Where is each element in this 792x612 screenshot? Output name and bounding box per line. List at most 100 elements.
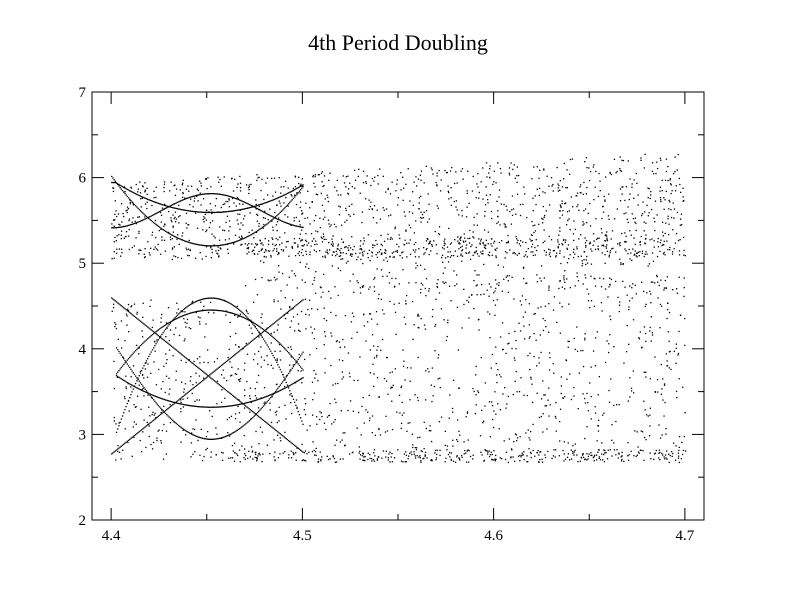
data-point — [489, 454, 491, 456]
data-point — [259, 228, 261, 230]
data-point — [582, 349, 584, 352]
data-point — [277, 391, 279, 393]
data-point — [237, 351, 240, 353]
data-point — [274, 350, 276, 352]
data-point — [649, 197, 651, 200]
data-point — [213, 309, 216, 311]
data-point — [332, 384, 334, 386]
data-point — [293, 453, 295, 456]
data-point — [314, 243, 316, 246]
data-point — [382, 275, 384, 278]
data-point — [542, 205, 544, 208]
data-point — [227, 252, 229, 254]
data-point — [600, 302, 603, 304]
data-point — [506, 252, 508, 254]
data-point — [337, 382, 339, 385]
data-point — [371, 208, 373, 211]
data-point — [273, 198, 275, 201]
data-point — [681, 224, 683, 226]
data-point — [116, 235, 118, 237]
data-point — [418, 327, 420, 329]
data-point — [459, 459, 461, 461]
data-point — [216, 252, 218, 254]
data-point — [537, 245, 539, 247]
data-point — [184, 338, 186, 340]
data-point — [508, 172, 510, 174]
data-point — [253, 400, 255, 402]
data-point — [294, 176, 296, 178]
data-point — [539, 451, 541, 453]
data-point — [128, 331, 130, 333]
data-point — [167, 206, 169, 208]
data-point — [165, 336, 167, 338]
data-point — [122, 212, 124, 215]
data-point — [261, 322, 263, 324]
data-point — [125, 381, 127, 383]
data-point — [278, 342, 280, 344]
data-point — [627, 455, 629, 457]
data-point — [543, 250, 546, 252]
data-point — [153, 248, 155, 250]
data-point — [389, 372, 391, 374]
data-point — [152, 319, 154, 321]
data-point — [661, 388, 663, 390]
data-point — [113, 251, 115, 253]
data-point — [658, 284, 660, 287]
data-point — [117, 375, 119, 378]
data-point — [284, 206, 286, 209]
data-point — [160, 335, 162, 337]
data-point — [174, 202, 176, 205]
data-point — [280, 440, 282, 442]
data-point — [234, 210, 236, 212]
data-point — [228, 210, 230, 213]
data-point — [188, 255, 190, 257]
data-point — [545, 254, 547, 256]
data-point — [362, 262, 364, 265]
data-point — [496, 381, 498, 384]
data-point — [151, 231, 154, 233]
data-point — [422, 458, 424, 460]
data-point — [172, 204, 174, 206]
data-point — [237, 209, 240, 211]
data-point — [249, 401, 252, 403]
data-point — [196, 384, 198, 387]
data-point — [132, 426, 134, 428]
data-point — [387, 457, 389, 459]
data-point — [207, 406, 210, 408]
data-point — [239, 380, 241, 383]
data-point — [200, 185, 202, 187]
data-point — [474, 270, 476, 272]
data-point — [205, 211, 207, 214]
data-point — [488, 401, 491, 403]
data-point — [206, 309, 209, 311]
data-point — [263, 387, 266, 389]
data-point — [181, 396, 183, 398]
data-point — [463, 233, 465, 235]
data-point — [653, 173, 655, 175]
data-point — [209, 211, 211, 214]
data-point — [273, 322, 275, 324]
data-point — [297, 252, 299, 255]
data-point — [456, 456, 458, 458]
data-point — [164, 399, 167, 401]
data-point — [424, 455, 426, 457]
data-point — [478, 255, 480, 257]
data-point — [235, 353, 237, 355]
data-point — [619, 200, 622, 202]
data-point — [544, 394, 546, 396]
data-point — [240, 403, 242, 405]
data-point — [184, 404, 186, 406]
data-point — [163, 229, 165, 232]
data-point — [373, 460, 376, 462]
data-point — [298, 186, 301, 188]
data-point — [421, 217, 423, 219]
data-point — [157, 404, 159, 407]
data-point — [475, 251, 477, 253]
data-point — [460, 254, 462, 257]
data-point — [154, 246, 156, 248]
data-point — [576, 272, 578, 274]
data-point — [567, 219, 569, 222]
data-point — [282, 435, 284, 437]
data-point — [361, 405, 363, 408]
data-point — [188, 196, 191, 199]
